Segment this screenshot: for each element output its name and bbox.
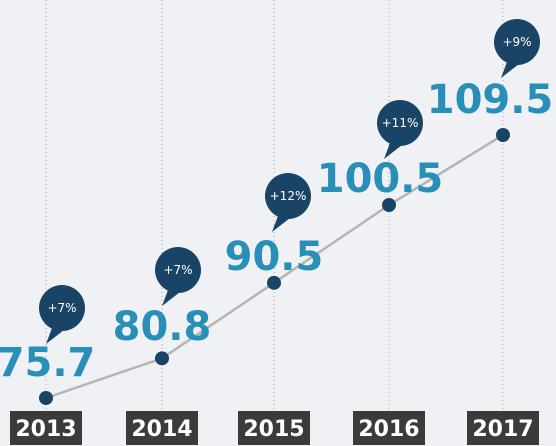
x-tick-label-2015: 2015 [243, 417, 304, 442]
growth-bubble-tail-2013 [46, 328, 64, 344]
growth-bubble-tail-2015 [272, 216, 290, 232]
year-box-2017 [467, 411, 539, 445]
data-point-2014 [155, 351, 169, 366]
value-label-2017: 109.5 [427, 77, 554, 123]
growth-bubble-2017 [494, 19, 540, 65]
year-box-2015 [238, 411, 310, 445]
value-label-2016: 100.5 [317, 156, 444, 202]
value-label-2014: 80.8 [113, 304, 212, 350]
growth-bubble-2013 [39, 285, 85, 331]
x-tick-label-2014: 2014 [131, 417, 192, 442]
growth-label-2015: +12% [270, 189, 307, 203]
growth-label-2016: +11% [382, 116, 419, 130]
year-box-2016 [353, 411, 425, 445]
growth-bubble-2015 [265, 173, 311, 219]
growth-label-2014: +7% [163, 263, 192, 277]
growth-bubble-2014 [155, 247, 201, 293]
value-label-2013: 75.7 [0, 340, 95, 386]
growth-label-2013: +7% [47, 301, 76, 315]
data-point-2016 [382, 198, 396, 213]
year-box-2013 [10, 411, 82, 445]
growth-bubble-tail-2014 [162, 290, 180, 306]
data-point-2013 [39, 391, 53, 405]
x-tick-label-2017: 2017 [472, 417, 533, 442]
x-tick-label-2016: 2016 [358, 417, 419, 442]
data-point-2015 [267, 275, 281, 290]
x-tick-label-2013: 2013 [15, 417, 76, 442]
data-point-2017 [496, 128, 510, 142]
growth-bubble-tail-2017 [501, 62, 519, 78]
growth-bubble-2016 [377, 100, 423, 146]
year-box-2014 [126, 411, 198, 445]
value-label-2015: 90.5 [225, 234, 324, 280]
growth-bubble-tail-2016 [384, 143, 402, 159]
growth-label-2017: +9% [502, 35, 531, 49]
